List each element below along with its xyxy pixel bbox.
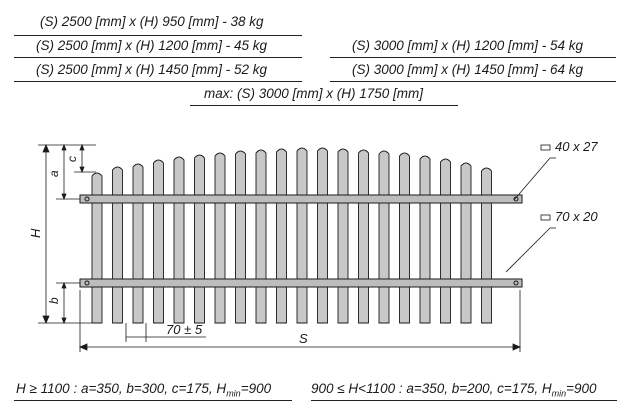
rail-screw: [84, 280, 90, 286]
fence-picket: [235, 150, 246, 324]
formula-left-tail: =900: [240, 381, 272, 396]
top-rail: [79, 194, 523, 204]
rail-screw: [513, 280, 519, 286]
rail-screw: [84, 196, 90, 202]
formula-left-sub: min: [226, 388, 241, 399]
a-label: a: [47, 170, 61, 177]
spec-divider: [14, 57, 302, 58]
spec-right-1: (S) 3000 [mm] x (H) 1200 [mm] - 54 kg: [352, 38, 584, 53]
fence-picket: [255, 149, 267, 324]
formula-right: 900 ≤ H<1100 : a=350, b=200, c=175, Hmin…: [311, 381, 597, 399]
fence-picket: [378, 150, 390, 324]
bottom-rail: [79, 278, 523, 288]
fence-picket: [481, 167, 492, 324]
fence-picket: [214, 152, 226, 324]
dimension-labels: H a b c S 70 ± 5 40 x 27 70 x 20: [28, 139, 598, 346]
picket-group: [91, 147, 492, 324]
spec-divider: [330, 81, 616, 82]
height-label: H: [28, 228, 43, 238]
spec-left-1: (S) 2500 [mm] x (H) 950 [mm] - 38 kg: [40, 14, 264, 29]
rail-screw: [513, 196, 519, 202]
formula-left-text: H ≥ 1100 : a=350, b=300, c=175, H: [16, 381, 227, 396]
spec-divider: [190, 105, 458, 106]
fence-picket: [153, 159, 164, 324]
spec-divider: [14, 81, 302, 82]
formula-underline: [14, 400, 292, 401]
fence-picket: [317, 147, 328, 324]
fence-picket: [194, 154, 205, 324]
fence-picket: [337, 148, 349, 324]
formula-right-tail: =900: [566, 381, 597, 396]
fence-picket: [296, 147, 308, 324]
width-label: S: [299, 331, 308, 346]
fence-picket: [440, 158, 451, 324]
b-label: b: [47, 297, 61, 304]
spec-divider: [330, 57, 616, 58]
fence-picket: [276, 148, 287, 324]
fence-picket: [399, 152, 410, 324]
c-label: c: [65, 156, 79, 162]
spec-max: max: (S) 3000 [mm] x (H) 1750 [mm]: [204, 86, 424, 101]
formula-underline: [311, 400, 617, 401]
formula-right-sub: min: [551, 388, 567, 399]
spec-divider: [14, 35, 302, 36]
fence-picket: [132, 163, 144, 324]
spec-right-2: (S) 3000 [mm] x (H) 1450 [mm] - 64 kg: [352, 62, 584, 77]
gap-label: 70 ± 5: [166, 322, 203, 337]
fence-picket: [112, 166, 123, 324]
bottom-rail-label: 70 x 20: [555, 209, 598, 224]
fence-picket: [419, 155, 431, 324]
spec-left-3: (S) 2500 [mm] x (H) 1450 [mm] - 52 kg: [36, 62, 268, 77]
profile-icon: [540, 214, 551, 221]
fence-picket: [358, 149, 369, 324]
top-rail-label: 40 x 27: [555, 139, 598, 154]
profile-icon: [540, 144, 551, 151]
dimension-lines: [38, 143, 556, 352]
fence-picket: [173, 156, 185, 324]
formula-right-text: 900 ≤ H<1100 : a=350, b=200, c=175, H: [311, 381, 552, 396]
fence-picket: [460, 162, 472, 324]
formula-left: H ≥ 1100 : a=350, b=300, c=175, Hmin=900: [16, 381, 271, 399]
spec-left-2: (S) 2500 [mm] x (H) 1200 [mm] - 45 kg: [36, 38, 268, 53]
